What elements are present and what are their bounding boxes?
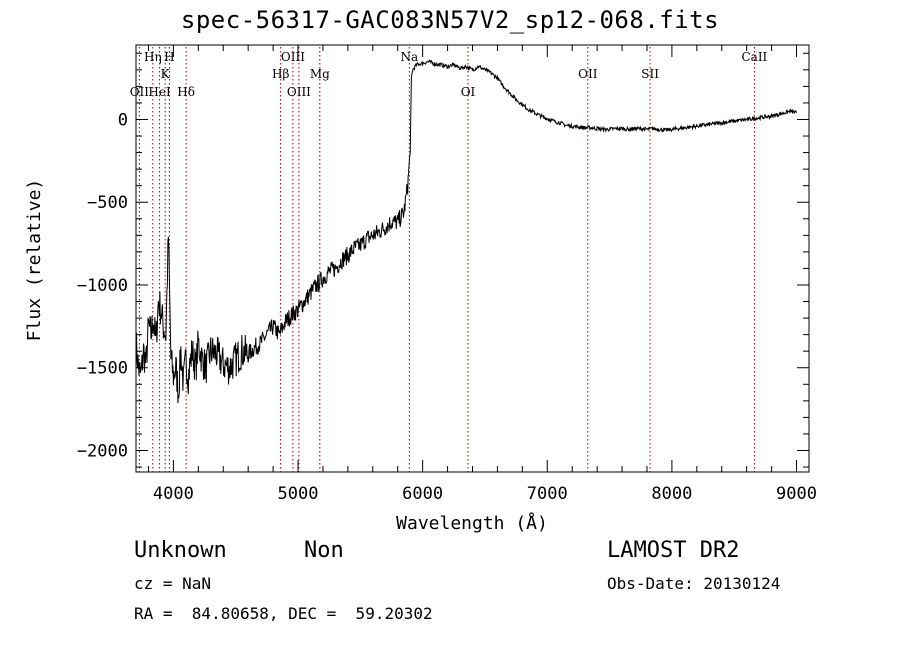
line-marker-label: OI	[461, 85, 476, 99]
line-marker-label: OIII	[281, 50, 305, 64]
x-tick-label: 7000	[527, 484, 568, 504]
y-tick-label: 0	[118, 110, 128, 130]
line-marker-label: OIII	[287, 85, 311, 99]
spectrum-line	[135, 59, 797, 404]
x-tick-label: 5000	[278, 484, 319, 504]
y-tick-label: −1500	[77, 359, 128, 379]
line-marker-label: Hη	[144, 50, 162, 64]
line-marker-layer: OII Hη HeI KH Hδ Hβ OIII OIII Mg Na OI OII SII CaII	[130, 47, 768, 472]
object-subclass: Non	[304, 538, 344, 563]
line-marker-label: HeI	[148, 85, 171, 99]
object-class: Unknown	[134, 538, 227, 563]
line-marker-label: Hβ	[272, 67, 289, 81]
y-tick-label: −2000	[77, 441, 128, 461]
redshift-line: cz = NaN	[134, 574, 212, 593]
coordinates-line: RA = 84.80658, DEC = 59.20302	[134, 604, 433, 623]
x-tick-label: 4000	[153, 484, 194, 504]
line-marker-label: SII	[641, 67, 659, 81]
observation-date: Obs-Date: 20130124	[607, 574, 781, 593]
line-marker-label: Mg	[310, 67, 330, 81]
x-tick-label: 8000	[651, 484, 692, 504]
y-tick-label: −1000	[77, 276, 128, 296]
line-marker-label: Na	[400, 50, 418, 64]
x-tick-label: 6000	[402, 484, 443, 504]
line-marker-label: CaII	[741, 50, 767, 64]
y-axis-label: Flux (relative)	[24, 179, 45, 342]
x-axis-label: Wavelength (Å)	[396, 512, 548, 534]
plot-frame	[135, 44, 810, 473]
line-marker-label: OII	[578, 67, 598, 81]
line-marker-label: Hδ	[177, 85, 195, 99]
line-marker-label: K	[161, 67, 171, 81]
chart-title: spec-56317-GAC083N57V2_sp12-068.fits	[180, 6, 720, 34]
line-marker-label: H	[164, 50, 174, 64]
survey-name: LAMOST DR2	[607, 538, 740, 563]
x-tick-label: 9000	[776, 484, 817, 504]
y-tick-label: −500	[87, 193, 128, 213]
axis-tick-layer: 4000 5000 6000 7000 8000 9000 −2000 −1500 −1000 −…	[77, 45, 817, 504]
line-marker-label: OII	[130, 85, 150, 99]
